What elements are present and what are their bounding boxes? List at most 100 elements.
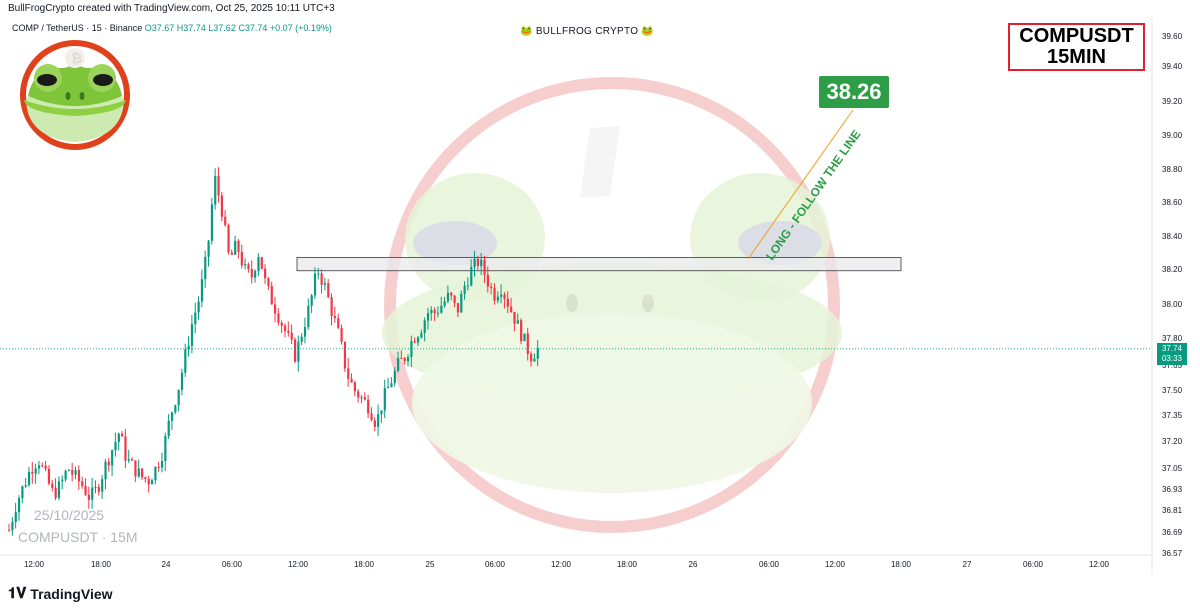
candle-body	[27, 472, 31, 486]
candle-body	[47, 468, 51, 484]
candle-body	[340, 328, 343, 342]
candle-body	[486, 274, 489, 287]
candle-body	[280, 322, 283, 326]
candle-body	[327, 283, 330, 298]
target-price-badge[interactable]: 38.26	[819, 76, 889, 108]
candle-body	[200, 279, 204, 302]
candle-body	[310, 295, 313, 306]
symbol-name[interactable]: COMP / TetherUS · 15 · Binance	[12, 23, 143, 33]
price-tick-label: 37.05	[1162, 464, 1183, 473]
price-axis[interactable]: 39.60 39.40 39.20 39.00 38.80 38.60 38.40 38.20…	[0, 18, 1183, 574]
price-tick-label: 37.50	[1162, 386, 1183, 395]
candle-body	[506, 298, 509, 307]
price-tick-label: 39.60	[1162, 32, 1183, 41]
candle-body	[536, 347, 539, 359]
candle-body	[137, 468, 140, 477]
time-tick-label: 06:00	[485, 560, 506, 569]
resistance-zone[interactable]	[296, 257, 902, 272]
candle-body	[400, 358, 403, 360]
candle-body	[367, 399, 370, 414]
pair-timeframe-box: COMPUSDT 15MIN	[1008, 23, 1145, 71]
candle-body	[460, 293, 463, 313]
candle-body	[81, 481, 84, 486]
candle-body	[41, 465, 44, 467]
tradingview-logo-text: TradingView	[30, 585, 113, 602]
candle-body	[111, 450, 114, 466]
candle-body	[34, 468, 37, 474]
time-tick-label: 12:00	[551, 560, 572, 569]
candle-body	[533, 358, 536, 362]
time-axis[interactable]: 12:00 18:00 24 06:00 12:00 18:00 25 06:00 12:00 1…	[24, 560, 1110, 569]
time-tick-label: 06:00	[759, 560, 780, 569]
candle-body	[141, 468, 144, 478]
candle-body	[54, 487, 57, 498]
time-tick-label: 26	[689, 560, 698, 569]
candle-body	[416, 337, 420, 343]
time-tick-label: 18:00	[617, 560, 638, 569]
candle-body	[293, 339, 297, 362]
candle-body	[403, 358, 406, 362]
candle-body	[516, 320, 519, 324]
candle-body	[370, 413, 373, 421]
symbol-ohlc-line: COMP / TetherUS · 15 · Binance O37.67 H3…	[12, 23, 332, 33]
candle-body	[77, 470, 81, 482]
chart-watermark: 25/10/2025 COMPUSDT · 15M	[18, 504, 138, 548]
price-tick-label: 37.35	[1162, 411, 1183, 420]
candle-body	[313, 273, 317, 296]
candle-body	[303, 327, 307, 337]
candle-body	[177, 389, 180, 406]
price-chart[interactable]: LONG - FOLLOW THE LINE 39.60 39.40 39.20 39…	[0, 18, 1183, 574]
candle-body	[57, 481, 61, 498]
candle-body	[154, 466, 157, 481]
candle-body	[407, 357, 410, 362]
candle-body	[360, 397, 363, 399]
price-tick-label: 38.20	[1162, 265, 1183, 274]
candle-body	[470, 266, 473, 286]
candle-body	[503, 294, 506, 299]
candle-body	[124, 436, 127, 461]
frog-watermark-icon	[382, 77, 842, 533]
price-tick-label: 38.80	[1162, 165, 1183, 174]
candle-body	[420, 332, 423, 338]
price-tick-label: 39.20	[1162, 97, 1183, 106]
candle-body	[244, 264, 247, 266]
candle-body	[104, 461, 107, 480]
candle-body	[144, 477, 147, 479]
candle-body	[71, 470, 74, 475]
ohlc-values: O37.67 H37.74 L37.62 C37.74 +0.07 (+0.19…	[144, 23, 332, 33]
candle-body	[357, 391, 360, 398]
price-tick-label: 38.40	[1162, 232, 1183, 241]
candle-body	[307, 305, 310, 328]
candle-series	[8, 167, 539, 536]
candle-body	[317, 273, 320, 275]
time-tick-label: 25	[426, 560, 435, 569]
tradingview-logo[interactable]: 𝟏𝐕 TradingView	[8, 585, 113, 602]
candle-body	[8, 530, 11, 532]
candle-body	[380, 410, 383, 415]
candle-body	[350, 378, 353, 383]
candle-body	[170, 412, 174, 421]
candle-body	[194, 312, 197, 325]
candle-body	[490, 286, 493, 288]
candle-body	[64, 470, 67, 480]
candle-body	[21, 486, 24, 499]
candle-body	[44, 465, 47, 469]
candle-body	[383, 388, 386, 411]
price-tick-label: 37.65	[1162, 361, 1183, 370]
candle-body	[131, 459, 134, 461]
candle-body	[184, 349, 187, 373]
frog-logo-icon: ₿	[20, 40, 130, 150]
candle-body	[127, 459, 130, 461]
target-projection-line[interactable]	[747, 109, 854, 260]
candle-body	[147, 478, 150, 485]
time-tick-label: 06:00	[222, 560, 243, 569]
chart-credit: BullFrogCrypto created with TradingView.…	[8, 3, 335, 14]
candle-body	[466, 285, 470, 287]
candle-body	[204, 256, 207, 280]
price-tick-label: 38.60	[1162, 198, 1183, 207]
candle-body	[260, 257, 263, 269]
candle-body	[87, 494, 90, 500]
candle-body	[117, 433, 120, 442]
candle-body	[493, 287, 496, 301]
chart-canvas[interactable]: LONG - FOLLOW THE LINE 39.6039.4039.2039…	[0, 18, 1200, 574]
